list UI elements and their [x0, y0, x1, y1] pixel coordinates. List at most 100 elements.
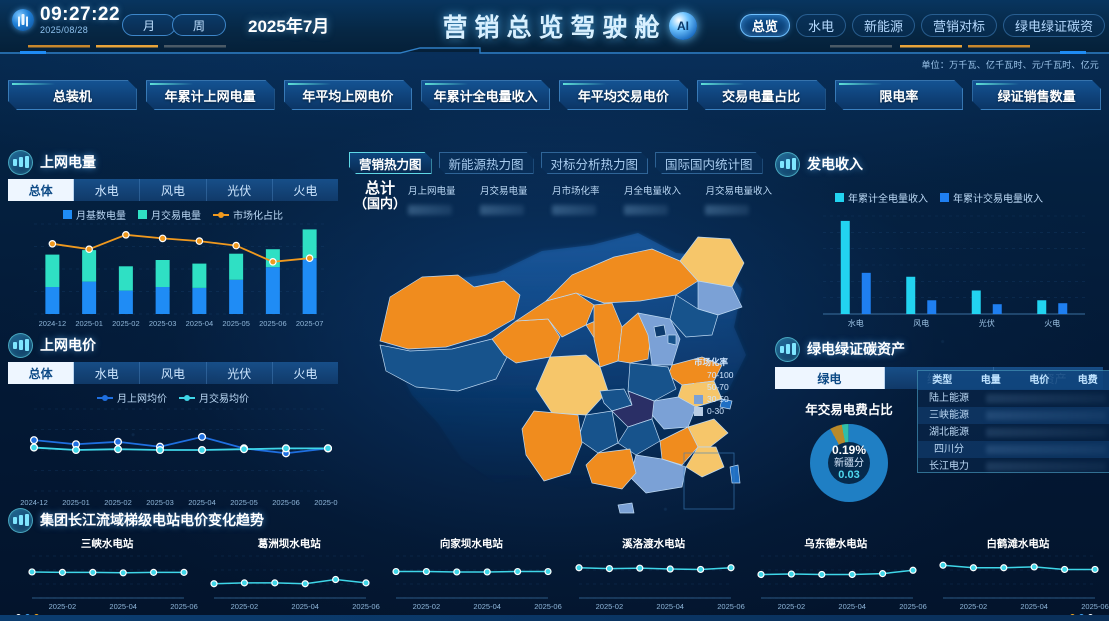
green-asset-table[interactable]: 类型 电量 电价 电费 陆上能源 三峡能源 湖北能源 四川分 长江电力 新疆分	[917, 370, 1109, 473]
tab-grid-power-thermal[interactable]: 火电	[272, 179, 339, 201]
station-card-gezhouba[interactable]: 葛洲坝水电站 2025-02 2025-04 2025-06	[198, 536, 380, 614]
svg-text:2025-04: 2025-04	[838, 602, 866, 611]
table-row[interactable]: 三峡能源	[918, 407, 1109, 424]
chart-icon	[775, 336, 800, 362]
kpi-avg-grid-price[interactable]: 年平均上网电价	[284, 80, 413, 110]
station-card-wudongde[interactable]: 乌东德水电站 2025-02 2025-04 2025-06	[745, 536, 927, 614]
svg-text:2025-05: 2025-05	[222, 319, 250, 328]
panel-revenue-title: 发电收入	[807, 156, 863, 172]
svg-text:火电: 火电	[1044, 318, 1060, 328]
station-card-xiangjiaba[interactable]: 向家坝水电站 2025-02 2025-04 2025-06	[380, 536, 562, 614]
tab-grid-price-solar[interactable]: 光伏	[206, 362, 273, 384]
tab-grid-price-thermal[interactable]: 火电	[272, 362, 339, 384]
station-chart[interactable]: 2025-02 2025-04 2025-06	[16, 550, 198, 612]
nav-tab-new-energy[interactable]: 新能源	[851, 14, 915, 37]
ai-badge-icon[interactable]: AI	[669, 12, 697, 40]
table-row[interactable]: 长江电力	[918, 458, 1109, 474]
donut-title: 年交易电费占比	[805, 403, 893, 417]
station-chart[interactable]: 2025-02 2025-04 2025-06	[563, 550, 745, 612]
china-choropleth-map[interactable]	[346, 215, 776, 515]
table-row[interactable]: 陆上能源	[918, 390, 1109, 407]
table-body[interactable]: 陆上能源 三峡能源 湖北能源 四川分 长江电力 新疆分	[918, 390, 1109, 474]
col-price: 电价	[1029, 375, 1050, 386]
svg-text:2025-04: 2025-04	[109, 602, 137, 611]
svg-text:2025-02: 2025-02	[231, 602, 259, 611]
chart-icon	[775, 151, 800, 177]
map-stat-trade-revenue: 月交易电量收入	[705, 183, 772, 215]
svg-text:水电: 水电	[848, 318, 864, 328]
bottom-scrollbar[interactable]	[0, 615, 1109, 621]
legend-ytd-trade-revenue: 年累计交易电量收入	[953, 194, 1043, 205]
nav-tab-hydro[interactable]: 水电	[795, 14, 846, 37]
col-type: 类型	[932, 375, 953, 386]
table-row[interactable]: 湖北能源	[918, 424, 1109, 441]
revenue-legend: 年累计全电量收入 年累计交易电量收入	[775, 190, 1103, 205]
svg-text:2025-06: 2025-06	[1081, 602, 1109, 611]
map-stat-market-rate: 月市场化率	[551, 183, 599, 215]
svg-text:2025-02: 2025-02	[959, 602, 987, 611]
map-stat-trade-power: 月交易电量	[479, 183, 528, 215]
kpi-ytd-full-revenue[interactable]: 年累计全电量收入	[421, 80, 550, 110]
clock-time: 09:27:22	[40, 4, 121, 25]
station-chart[interactable]: 2025-02 2025-04 2025-06	[380, 550, 562, 612]
period-month-button[interactable]: 月	[122, 14, 176, 36]
station-chart-grid: 三峡水电站 2025-02 2025-04 2025-06 葛洲坝水电站 2025-…	[16, 536, 1109, 614]
kpi-avg-trade-price[interactable]: 年平均交易电价	[559, 80, 688, 110]
tab-grid-power-hydro[interactable]: 水电	[74, 179, 141, 201]
map-legend: 市场化率 70-100 50-70 30-50 0-30	[694, 356, 733, 416]
nav-tab-overview[interactable]: 总览	[739, 14, 790, 37]
revenue-chart[interactable]: 水电 风电 光伏 火电	[775, 208, 1103, 330]
clock: 09:27:22 2025/08/28	[12, 5, 120, 35]
map-tab-row: 营销热力图 新能源热力图 对标分析热力图 国际国内统计图	[349, 152, 763, 174]
map-stat-grid-power: 月上网电量	[408, 183, 456, 215]
map-tab-new-energy-heatmap[interactable]: 新能源热力图	[439, 152, 534, 174]
tab-grid-price-hydro[interactable]: 水电	[74, 362, 141, 384]
svg-text:2025-06: 2025-06	[717, 602, 745, 611]
map-legend-item: 30-50	[694, 394, 733, 404]
grid-price-category-tabs: 总体 水电 风电 光伏 火电	[8, 362, 339, 384]
trade-fee-share-donut[interactable]: 0.19% 新疆分 0.03	[810, 424, 888, 502]
svg-text:2025-02: 2025-02	[112, 319, 140, 328]
tab-grid-power-solar[interactable]: 光伏	[206, 179, 273, 201]
svg-text:2025-04: 2025-04	[186, 319, 214, 328]
panel-revenue: 发电收入 年累计全电量收入 年累计交易电量收入 水电 风电 光伏 火电	[775, 151, 1103, 332]
svg-text:2025-04: 2025-04	[188, 498, 216, 507]
nav-tab-green-cert-carbon[interactable]: 绿电绿证碳资	[1002, 14, 1105, 37]
station-chart[interactable]: 2025-02 2025-04 2025-06	[745, 550, 927, 612]
grid-price-chart[interactable]: 2024-12 2025-01 2025-02 2025-03 2025-04 2025-…	[8, 401, 338, 509]
kpi-trade-power-share[interactable]: 交易电量占比	[697, 80, 826, 110]
station-card-baihetan[interactable]: 白鹤滩水电站 2025-02 2025-04 2025-06	[927, 536, 1109, 614]
grid-power-legend: 月基数电量 月交易电量 市场化占比	[8, 207, 338, 222]
station-chart[interactable]: 2025-02 2025-04 2025-06	[927, 550, 1109, 612]
period-week-button[interactable]: 周	[172, 14, 226, 36]
station-card-sanxia[interactable]: 三峡水电站 2025-02 2025-04 2025-06	[16, 536, 198, 614]
nav-tab-marketing-benchmark[interactable]: 营销对标	[920, 14, 997, 37]
kpi-total-capacity[interactable]: 总装机	[8, 80, 137, 110]
grid-power-chart[interactable]: 2024-12 2025-01 2025-02 2025-03 2025-04 2025-…	[8, 218, 338, 330]
tab-grid-power-total[interactable]: 总体	[8, 179, 75, 201]
kpi-ytd-grid-power[interactable]: 年累计上网电量	[146, 80, 275, 110]
panel-grid-price-title: 上网电价	[40, 337, 96, 353]
map-tab-marketing-heatmap[interactable]: 营销热力图	[349, 152, 432, 174]
svg-text:2025-03: 2025-03	[149, 319, 177, 328]
svg-text:2025-02: 2025-02	[49, 602, 77, 611]
legend-market-share: 市场化占比	[233, 211, 283, 222]
tab-grid-power-wind[interactable]: 风电	[140, 179, 207, 201]
map-tab-benchmark-heatmap[interactable]: 对标分析热力图	[541, 152, 649, 174]
svg-text:2025-06: 2025-06	[170, 602, 198, 611]
legend-base-power: 月基数电量	[76, 211, 126, 222]
station-chart[interactable]: 2025-02 2025-04 2025-06	[198, 550, 380, 612]
tab-grid-price-wind[interactable]: 风电	[140, 362, 207, 384]
table-row[interactable]: 四川分	[918, 441, 1109, 458]
panel-revenue-header: 发电收入	[775, 151, 1103, 177]
kpi-curtailment-rate[interactable]: 限电率	[835, 80, 964, 110]
tab-grid-price-total[interactable]: 总体	[8, 362, 75, 384]
map-tab-intl-domestic-stats[interactable]: 国际国内统计图	[655, 152, 763, 174]
station-card-xiluodu[interactable]: 溪洛渡水电站 2025-02 2025-04 2025-06	[563, 536, 745, 614]
kpi-green-cert-sales[interactable]: 绿证销售数量	[972, 80, 1101, 110]
tab-green-power[interactable]: 绿电	[775, 367, 885, 389]
map-legend-item: 70-100	[694, 370, 733, 380]
map-legend-title: 市场化率	[694, 357, 729, 367]
map-legend-item: 50-70	[694, 382, 733, 392]
